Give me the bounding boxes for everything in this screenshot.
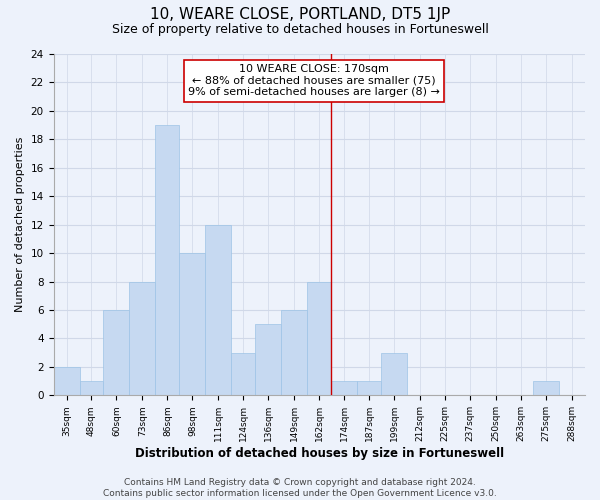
Bar xyxy=(53,367,80,396)
Bar xyxy=(281,310,307,396)
Bar xyxy=(130,282,155,396)
Bar xyxy=(103,310,130,396)
Text: 10 WEARE CLOSE: 170sqm
← 88% of detached houses are smaller (75)
9% of semi-deta: 10 WEARE CLOSE: 170sqm ← 88% of detached… xyxy=(188,64,440,98)
Y-axis label: Number of detached properties: Number of detached properties xyxy=(15,137,25,312)
Bar xyxy=(381,352,407,396)
Bar xyxy=(179,253,205,396)
Text: Contains HM Land Registry data © Crown copyright and database right 2024.
Contai: Contains HM Land Registry data © Crown c… xyxy=(103,478,497,498)
Bar xyxy=(80,381,103,396)
Bar xyxy=(357,381,381,396)
X-axis label: Distribution of detached houses by size in Fortuneswell: Distribution of detached houses by size … xyxy=(135,447,504,460)
Text: 10, WEARE CLOSE, PORTLAND, DT5 1JP: 10, WEARE CLOSE, PORTLAND, DT5 1JP xyxy=(150,8,450,22)
Bar xyxy=(232,352,256,396)
Bar xyxy=(205,224,232,396)
Bar xyxy=(331,381,357,396)
Bar xyxy=(155,125,179,396)
Text: Size of property relative to detached houses in Fortuneswell: Size of property relative to detached ho… xyxy=(112,22,488,36)
Bar xyxy=(307,282,331,396)
Bar xyxy=(256,324,281,396)
Bar xyxy=(533,381,559,396)
